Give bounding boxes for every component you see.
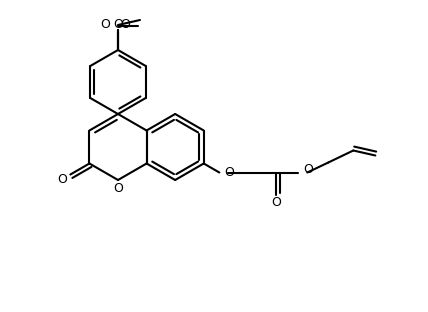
Text: O: O xyxy=(57,173,67,186)
Text: O: O xyxy=(224,166,234,179)
Text: O: O xyxy=(120,18,130,32)
Text: O: O xyxy=(271,196,281,209)
Text: O: O xyxy=(100,17,110,31)
Text: O: O xyxy=(113,182,123,194)
Text: O: O xyxy=(113,17,123,31)
Text: O: O xyxy=(303,163,313,176)
